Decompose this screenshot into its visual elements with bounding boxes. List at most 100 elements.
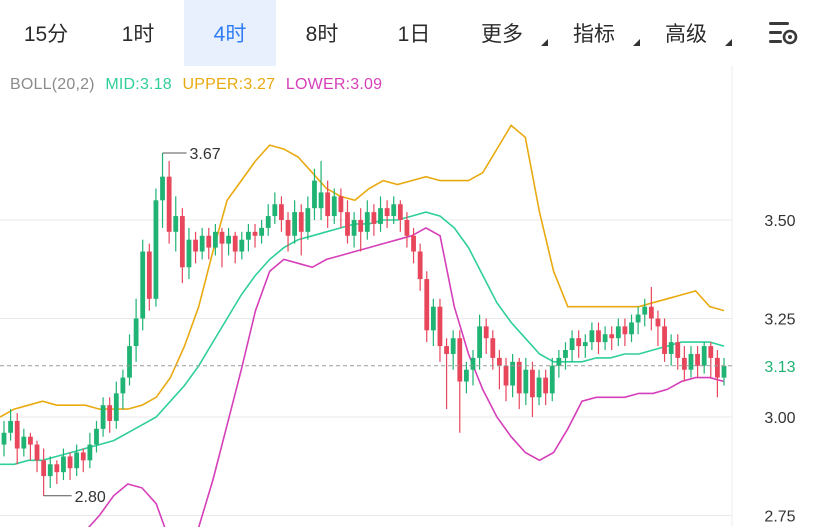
candle-body bbox=[14, 420, 20, 449]
candle-body bbox=[404, 220, 410, 236]
tab-label: 8时 bbox=[305, 23, 339, 46]
candle-body bbox=[127, 346, 132, 378]
candle-body bbox=[543, 377, 549, 394]
candlestick-chart[interactable]: 3.50 3.25 3.00 2.75 3.13 3.67 2.80 bbox=[0, 66, 828, 527]
candle-body bbox=[219, 231, 225, 244]
candle-body bbox=[94, 428, 99, 445]
candle-body bbox=[589, 330, 595, 343]
candle-body bbox=[331, 196, 337, 217]
candle-body bbox=[457, 338, 463, 382]
candle-body bbox=[563, 350, 568, 358]
tab-8[interactable]: 高级 bbox=[644, 0, 736, 66]
candle-body bbox=[708, 346, 714, 358]
candle-body bbox=[569, 338, 575, 351]
tab-3[interactable]: 4时 bbox=[184, 0, 276, 66]
y-tick-label: 3.00 bbox=[764, 410, 795, 427]
candle-body bbox=[576, 338, 582, 347]
candle-body bbox=[1, 432, 7, 445]
timeframe-tab-bar: 15分 1时 4时 8时 1日 更多 指标 高级 bbox=[0, 0, 828, 66]
candle-body bbox=[662, 326, 667, 354]
tab-label: 15分 bbox=[23, 23, 69, 46]
candle-body bbox=[318, 192, 324, 209]
candle-body bbox=[378, 208, 383, 224]
candle-body bbox=[695, 353, 700, 366]
candle-body bbox=[721, 365, 727, 378]
candle-body bbox=[113, 393, 119, 421]
boll-lower-line bbox=[87, 226, 725, 527]
candle-body bbox=[477, 326, 482, 358]
candle-body bbox=[497, 357, 502, 366]
tab-7[interactable]: 指标 bbox=[552, 0, 644, 66]
chart-settings-gear-icon[interactable] bbox=[768, 19, 798, 47]
tab-label: 指标 bbox=[573, 23, 615, 46]
candle-body bbox=[298, 212, 304, 232]
candle-body bbox=[629, 322, 634, 335]
tab-2[interactable]: 1时 bbox=[92, 0, 184, 66]
tab-5[interactable]: 1日 bbox=[368, 0, 460, 66]
candle-body bbox=[523, 369, 529, 394]
candle-body bbox=[133, 318, 139, 347]
candle-body bbox=[437, 306, 443, 347]
candle-body bbox=[444, 346, 449, 354]
candle-body bbox=[173, 216, 179, 232]
candle-body bbox=[642, 306, 648, 315]
candle-body bbox=[596, 330, 601, 343]
candle-body bbox=[226, 235, 231, 244]
candle-body bbox=[166, 176, 172, 232]
candle-body bbox=[411, 235, 416, 252]
candle-body bbox=[371, 212, 377, 224]
tab-label: 4时 bbox=[213, 23, 247, 46]
candle-body bbox=[397, 204, 403, 220]
candle-body bbox=[21, 436, 27, 449]
candle-body bbox=[450, 338, 456, 354]
candle-body bbox=[424, 279, 430, 331]
boll-indicator-legend: BOLL(20,2) MID:3.18 UPPER:3.27 LOWER:3.0… bbox=[10, 76, 388, 94]
boll-upper-line bbox=[0, 124, 725, 418]
min-price-label: 2.80 bbox=[75, 489, 106, 506]
candle-body bbox=[232, 235, 238, 252]
tab-label: 1日 bbox=[397, 23, 431, 46]
dropdown-triangle-icon bbox=[633, 39, 640, 46]
boll-upper-value: UPPER:3.27 bbox=[182, 76, 276, 93]
candle-body bbox=[648, 306, 654, 319]
dropdown-triangle-icon bbox=[725, 39, 732, 46]
candle-body bbox=[239, 239, 245, 252]
candle-body bbox=[34, 444, 40, 461]
candle-body bbox=[430, 306, 436, 331]
candle-body bbox=[252, 231, 258, 236]
candle-body bbox=[510, 361, 516, 386]
dropdown-triangle-icon bbox=[541, 39, 548, 46]
tab-4[interactable]: 8时 bbox=[276, 0, 368, 66]
tab-label: 高级 bbox=[665, 23, 707, 46]
tab-1[interactable]: 15分 bbox=[0, 0, 92, 66]
candle-body bbox=[675, 342, 681, 358]
candle-body bbox=[470, 357, 476, 370]
candle-body bbox=[602, 334, 608, 343]
candle-body bbox=[668, 342, 674, 354]
y-tick-label: 3.25 bbox=[764, 312, 795, 329]
candle-body bbox=[120, 377, 126, 394]
candle-body bbox=[530, 369, 535, 398]
candle-body bbox=[28, 436, 33, 445]
candle-body bbox=[701, 346, 707, 366]
max-price-label: 3.67 bbox=[190, 146, 221, 163]
boll-lower-value: LOWER:3.09 bbox=[285, 76, 383, 93]
candle-body bbox=[655, 318, 661, 327]
candle-body bbox=[483, 326, 489, 339]
candle-body bbox=[8, 420, 14, 433]
candle-body bbox=[688, 353, 694, 370]
candle-body bbox=[714, 357, 720, 378]
tab-label: 1时 bbox=[121, 23, 155, 46]
candle-body bbox=[582, 342, 588, 347]
candle-body bbox=[179, 216, 185, 268]
candle-body bbox=[67, 456, 73, 469]
candle-body bbox=[87, 444, 93, 461]
tab-6[interactable]: 更多 bbox=[460, 0, 552, 66]
candle-body bbox=[279, 204, 284, 220]
candle-body bbox=[199, 235, 205, 252]
candle-body bbox=[516, 361, 522, 394]
current-price-tag bbox=[733, 352, 828, 379]
y-tick-label: 3.50 bbox=[764, 213, 795, 230]
candle-body bbox=[160, 176, 165, 201]
boll-mid-value: MID:3.18 bbox=[105, 76, 172, 93]
